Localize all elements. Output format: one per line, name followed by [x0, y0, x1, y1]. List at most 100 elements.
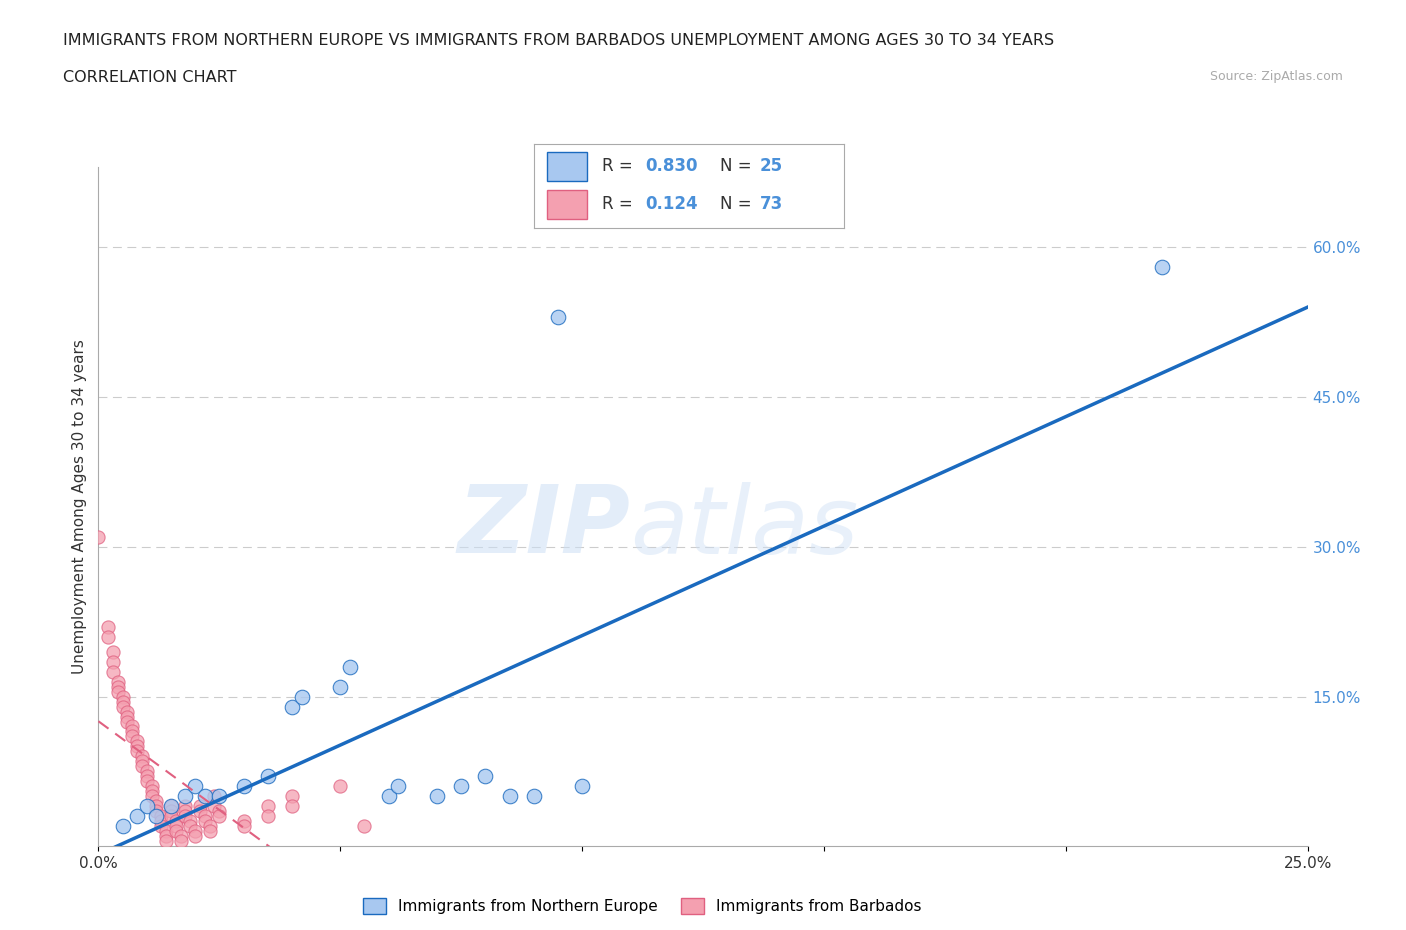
Point	[188, 799, 211, 814]
Point	[1152, 259, 1174, 274]
Point	[117, 704, 139, 719]
Point	[160, 799, 183, 814]
Point	[127, 734, 149, 749]
Point	[194, 809, 217, 824]
Point	[131, 749, 153, 764]
Point	[131, 759, 153, 774]
Point	[101, 654, 124, 669]
FancyBboxPatch shape	[547, 152, 586, 181]
Point	[141, 784, 163, 799]
Point	[208, 789, 231, 804]
Point	[208, 809, 231, 824]
Point	[101, 644, 124, 659]
Point	[117, 709, 139, 724]
Point	[165, 814, 187, 829]
Point	[97, 630, 120, 644]
Text: N =: N =	[720, 195, 756, 213]
Point	[174, 789, 197, 804]
Point	[450, 779, 472, 794]
Point	[150, 809, 173, 824]
Point	[150, 814, 173, 829]
Point	[145, 799, 167, 814]
Point	[160, 804, 183, 818]
Point	[117, 714, 139, 729]
Point	[204, 789, 226, 804]
Point	[256, 809, 278, 824]
Text: 25: 25	[761, 157, 783, 175]
Text: Source: ZipAtlas.com: Source: ZipAtlas.com	[1209, 70, 1343, 83]
Point	[150, 819, 173, 834]
Point	[121, 719, 143, 734]
Point	[131, 754, 153, 769]
Point	[204, 799, 226, 814]
Point	[290, 689, 312, 704]
Point	[174, 809, 197, 824]
Point	[127, 809, 149, 824]
Text: 0.830: 0.830	[645, 157, 699, 175]
Point	[145, 809, 167, 824]
Point	[174, 804, 197, 818]
Point	[523, 789, 546, 804]
Point	[281, 799, 304, 814]
Point	[353, 819, 375, 834]
Text: R =: R =	[602, 157, 638, 175]
Point	[155, 824, 177, 839]
Point	[145, 794, 167, 809]
Y-axis label: Unemployment Among Ages 30 to 34 years: Unemployment Among Ages 30 to 34 years	[72, 339, 87, 674]
Point	[127, 744, 149, 759]
Point	[111, 694, 134, 709]
Point	[281, 699, 304, 714]
Point	[198, 819, 221, 834]
Point	[329, 679, 352, 694]
Point	[141, 789, 163, 804]
Point	[426, 789, 449, 804]
Point	[97, 619, 120, 634]
Point	[256, 769, 278, 784]
Point	[145, 804, 167, 818]
Point	[194, 789, 217, 804]
Point	[232, 779, 254, 794]
Point	[179, 814, 201, 829]
Text: CORRELATION CHART: CORRELATION CHART	[63, 70, 236, 85]
Point	[329, 779, 352, 794]
Point	[232, 814, 254, 829]
Point	[169, 834, 191, 849]
Point	[232, 819, 254, 834]
Point	[188, 804, 211, 818]
Point	[571, 779, 593, 794]
Point	[184, 824, 207, 839]
Point	[208, 804, 231, 818]
Point	[387, 779, 409, 794]
Text: 0.124: 0.124	[645, 195, 699, 213]
Point	[87, 529, 110, 544]
Point	[169, 829, 191, 844]
Text: N =: N =	[720, 157, 756, 175]
Point	[135, 799, 157, 814]
Point	[547, 310, 569, 325]
Point	[111, 699, 134, 714]
Point	[107, 679, 129, 694]
Point	[135, 769, 157, 784]
Point	[474, 769, 496, 784]
Point	[184, 829, 207, 844]
Point	[198, 824, 221, 839]
Point	[377, 789, 399, 804]
Text: IMMIGRANTS FROM NORTHERN EUROPE VS IMMIGRANTS FROM BARBADOS UNEMPLOYMENT AMONG A: IMMIGRANTS FROM NORTHERN EUROPE VS IMMIG…	[63, 33, 1054, 47]
Text: atlas: atlas	[630, 482, 859, 573]
Point	[179, 819, 201, 834]
Point	[121, 729, 143, 744]
Point	[184, 779, 207, 794]
Point	[160, 799, 183, 814]
Point	[141, 779, 163, 794]
Point	[281, 789, 304, 804]
FancyBboxPatch shape	[547, 191, 586, 219]
Legend: Immigrants from Northern Europe, Immigrants from Barbados: Immigrants from Northern Europe, Immigra…	[357, 892, 928, 920]
Point	[107, 684, 129, 699]
Point	[127, 739, 149, 754]
Point	[135, 764, 157, 778]
Text: 73: 73	[761, 195, 783, 213]
Point	[135, 774, 157, 789]
Point	[256, 799, 278, 814]
Point	[339, 659, 361, 674]
Point	[194, 814, 217, 829]
